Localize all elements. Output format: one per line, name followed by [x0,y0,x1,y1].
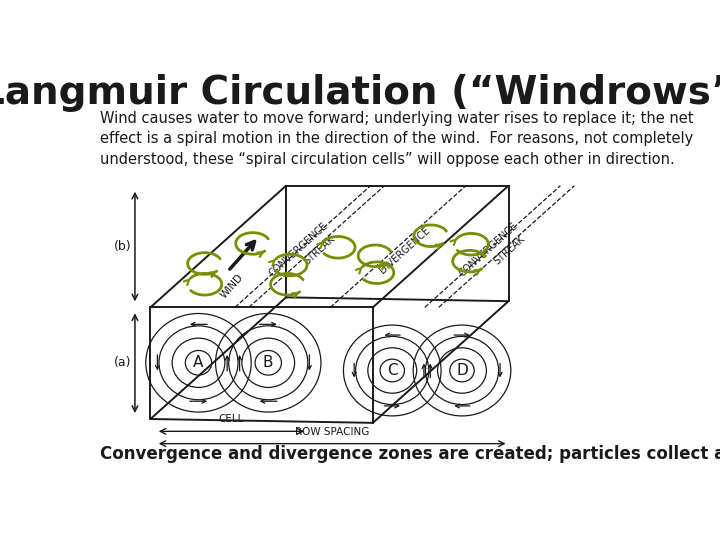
Text: CONVERGENCE: CONVERGENCE [267,221,329,279]
Text: CELL: CELL [218,414,244,424]
Text: A: A [193,355,204,370]
Text: DIVERGENCE: DIVERGENCE [378,225,432,275]
Text: Convergence and divergence zones are created; particles collect at convergences.: Convergence and divergence zones are cre… [100,445,720,463]
Text: (b): (b) [114,240,132,253]
Text: (a): (a) [114,356,132,369]
Text: C: C [387,363,397,378]
Text: STREAK: STREAK [302,233,337,266]
Text: CONVERGENCE: CONVERGENCE [456,221,519,279]
Text: STREAK: STREAK [492,233,527,266]
Text: D: D [456,363,468,378]
Text: WIND: WIND [218,272,246,301]
Text: Langmuir Circulation (“Windrows”): Langmuir Circulation (“Windrows”) [0,73,720,112]
Text: ROW SPACING: ROW SPACING [294,427,369,437]
Text: B: B [263,355,274,370]
Text: Wind causes water to move forward; underlying water rises to replace it; the net: Wind causes water to move forward; under… [100,111,693,167]
